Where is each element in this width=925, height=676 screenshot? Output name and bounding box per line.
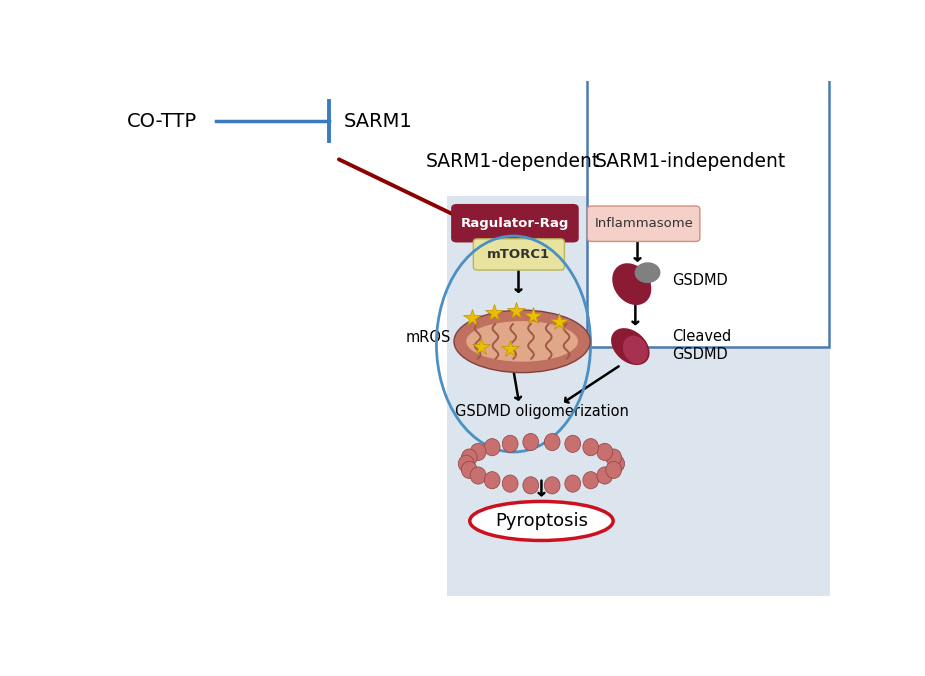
Ellipse shape: [565, 435, 581, 452]
Ellipse shape: [583, 439, 598, 456]
Ellipse shape: [606, 461, 622, 479]
Ellipse shape: [454, 310, 590, 372]
Text: mTORC1: mTORC1: [487, 248, 550, 261]
Ellipse shape: [511, 456, 572, 472]
Ellipse shape: [583, 472, 598, 489]
Text: SARM1-dependent: SARM1-dependent: [426, 152, 599, 171]
Ellipse shape: [544, 433, 560, 451]
Ellipse shape: [462, 461, 477, 479]
Ellipse shape: [623, 335, 648, 364]
Ellipse shape: [485, 439, 500, 456]
Ellipse shape: [623, 266, 651, 294]
Ellipse shape: [597, 467, 612, 484]
Ellipse shape: [485, 472, 500, 489]
Text: GSDMD: GSDMD: [672, 273, 728, 288]
Text: Ragulator-Rag: Ragulator-Rag: [461, 217, 569, 230]
Ellipse shape: [523, 477, 538, 494]
Ellipse shape: [612, 263, 651, 305]
Ellipse shape: [611, 328, 649, 365]
Ellipse shape: [597, 443, 612, 460]
FancyBboxPatch shape: [451, 204, 579, 243]
FancyBboxPatch shape: [474, 239, 564, 270]
FancyBboxPatch shape: [447, 195, 831, 596]
Text: CO-TTP: CO-TTP: [127, 112, 196, 130]
Ellipse shape: [462, 449, 477, 466]
Text: Inflammasome: Inflammasome: [595, 217, 694, 231]
Ellipse shape: [606, 449, 622, 466]
Ellipse shape: [470, 443, 486, 460]
Text: GSDMD oligomerization: GSDMD oligomerization: [454, 404, 628, 418]
Text: Pyroptosis: Pyroptosis: [495, 512, 588, 530]
Ellipse shape: [458, 455, 474, 473]
Ellipse shape: [609, 455, 624, 473]
Text: mROS: mROS: [406, 330, 451, 345]
Ellipse shape: [635, 262, 660, 283]
Ellipse shape: [502, 435, 518, 452]
Text: SARM1: SARM1: [343, 112, 413, 130]
Text: Cleaved
GSDMD: Cleaved GSDMD: [672, 329, 731, 362]
Ellipse shape: [523, 433, 538, 451]
FancyBboxPatch shape: [587, 206, 700, 241]
Ellipse shape: [565, 475, 581, 492]
FancyBboxPatch shape: [587, 76, 829, 347]
Ellipse shape: [470, 502, 613, 541]
Ellipse shape: [544, 477, 560, 494]
Ellipse shape: [466, 321, 578, 362]
Text: SARM1-independent: SARM1-independent: [595, 152, 785, 171]
Ellipse shape: [502, 475, 518, 492]
Ellipse shape: [470, 467, 486, 484]
